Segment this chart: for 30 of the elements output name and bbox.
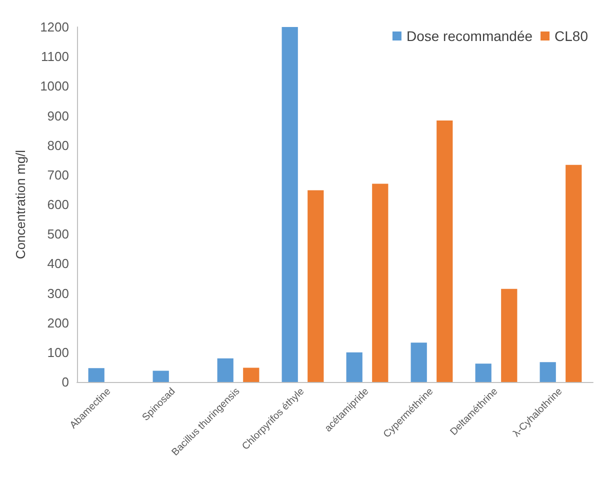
bar bbox=[475, 364, 492, 382]
bar bbox=[372, 184, 388, 382]
y-tick-label: 1100 bbox=[41, 49, 69, 64]
bar bbox=[152, 370, 169, 382]
bar bbox=[566, 164, 582, 382]
bar bbox=[308, 190, 324, 382]
y-axis-title: Concentration mg/l bbox=[13, 150, 28, 260]
y-tick-label: 900 bbox=[47, 108, 69, 124]
y-tick-label: 100 bbox=[47, 344, 69, 360]
bar bbox=[346, 352, 362, 382]
y-tick-label: 700 bbox=[47, 167, 69, 182]
bar bbox=[217, 358, 234, 382]
bar bbox=[436, 120, 453, 382]
y-tick-label: 1000 bbox=[40, 78, 69, 94]
y-tick-label: 800 bbox=[47, 138, 69, 153]
y-tick-label: 500 bbox=[47, 226, 69, 242]
bar bbox=[410, 342, 427, 382]
bar bbox=[540, 362, 556, 382]
y-tick-label: 400 bbox=[47, 256, 69, 272]
bar bbox=[243, 368, 260, 382]
legend-label: CL80 bbox=[554, 28, 588, 44]
bar bbox=[88, 368, 104, 382]
bar bbox=[282, 27, 298, 382]
y-tick-label: 300 bbox=[47, 286, 69, 301]
y-tick-label: 0 bbox=[62, 374, 69, 390]
y-tick-label: 200 bbox=[47, 315, 69, 330]
y-tick-label: 600 bbox=[47, 197, 69, 212]
legend-label: Dose recommandée bbox=[406, 28, 533, 44]
y-tick-label: 1200 bbox=[40, 20, 69, 34]
bar bbox=[501, 288, 518, 382]
